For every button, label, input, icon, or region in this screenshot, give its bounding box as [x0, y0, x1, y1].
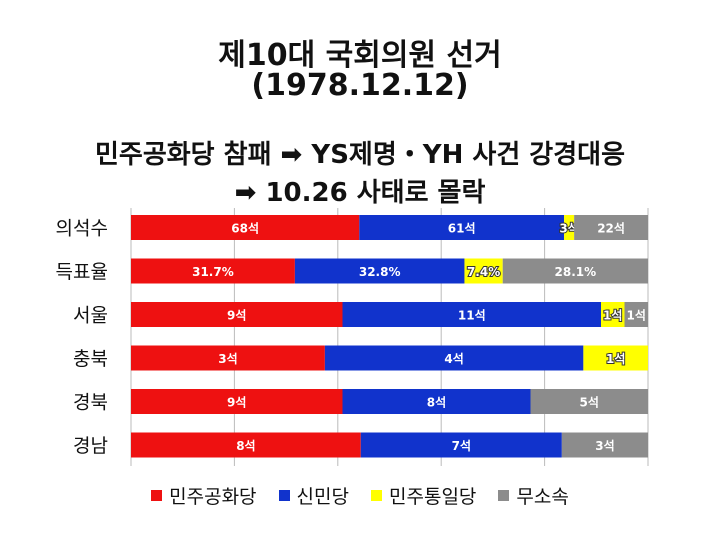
bar-segment	[131, 432, 361, 458]
data-label: 8석	[427, 396, 446, 410]
bar-segment	[359, 215, 565, 240]
category-label: 서울	[73, 305, 108, 327]
data-label: 5석	[580, 396, 599, 410]
data-label: 1석	[627, 309, 646, 323]
data-label: 3석	[218, 352, 237, 366]
legend-label: 민주공화당	[169, 486, 257, 508]
bar-segment	[601, 302, 625, 327]
category-label: 충북	[73, 348, 108, 370]
category-label: 경북	[73, 392, 108, 414]
legend-item: 신민당	[278, 482, 349, 509]
data-label: 31.7%	[192, 265, 234, 279]
bar-segment	[561, 432, 648, 458]
bar-segment	[624, 302, 648, 327]
data-label: 8석	[236, 439, 255, 453]
chart-title: 제10대 국회의원 선거	[218, 38, 502, 73]
bar-segment	[583, 345, 648, 371]
data-label: 32.8%	[359, 265, 401, 279]
legend-item: 무소속	[498, 482, 569, 509]
legend-swatch	[278, 490, 290, 501]
category-label: 의석수	[56, 218, 108, 240]
data-label: 11석	[458, 309, 486, 323]
chart-subtitle-line2: ➡ 10.26 사태로 몰락	[234, 178, 486, 208]
legend-item: 민주공화당	[151, 482, 257, 509]
bar-segment	[294, 258, 465, 284]
bar-segment	[342, 302, 601, 327]
bar-segment	[464, 258, 503, 284]
legend-label: 신민당	[296, 486, 349, 508]
bar-segment	[131, 215, 360, 240]
legend-swatch	[498, 490, 510, 501]
bar-segment	[502, 258, 648, 284]
data-label: 9석	[227, 309, 246, 323]
bar-segment	[131, 302, 343, 327]
legend-item: 민주통일당	[371, 482, 476, 509]
bar-segment	[324, 345, 584, 371]
data-label: 4석	[444, 352, 463, 366]
data-label: 3석	[595, 439, 614, 453]
bar-segment	[574, 215, 648, 240]
chart-legend: 민주공화당 신민당 민주통일당 무소속	[0, 482, 720, 509]
data-label: 9석	[227, 396, 246, 410]
bar-segment	[131, 389, 343, 414]
bar-segment	[564, 215, 575, 240]
legend-swatch	[151, 490, 163, 501]
chart-subtitle-line1: 민주공화당 참패 ➡ YS제명・YH 사건 강경대응	[95, 140, 625, 170]
bar-segment	[131, 258, 295, 284]
data-label: 7석	[452, 439, 471, 453]
bar-segment	[131, 345, 325, 371]
data-label: 7.4%	[467, 265, 500, 279]
data-label: 22석	[597, 222, 625, 236]
category-label: 득표율	[56, 261, 108, 283]
bar-segment	[342, 389, 531, 414]
category-label: 경남	[73, 435, 108, 457]
data-label: 68석	[231, 222, 259, 236]
bar-segment	[530, 389, 648, 414]
chart-title-date: (1978.12.12)	[251, 68, 469, 103]
legend-label: 무소속	[516, 486, 569, 508]
legend-swatch	[371, 490, 382, 501]
data-label: 61석	[448, 222, 476, 236]
legend-label: 민주통일당	[389, 486, 477, 508]
bar-segment	[360, 432, 562, 458]
data-label: 1석	[606, 352, 625, 366]
data-label: 1석	[603, 309, 622, 323]
data-label: 28.1%	[555, 265, 597, 279]
